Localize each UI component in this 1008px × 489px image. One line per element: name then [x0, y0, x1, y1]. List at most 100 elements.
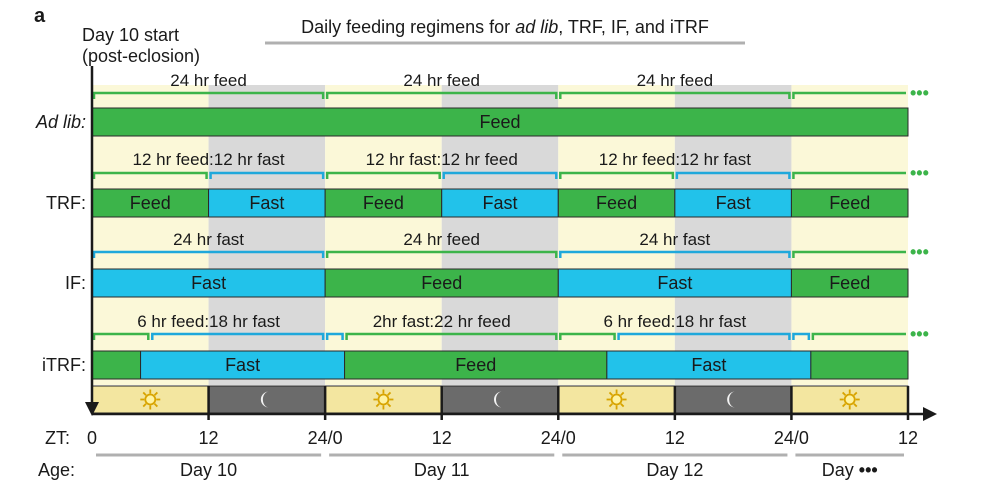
period-bracket-blue — [92, 250, 325, 258]
period-bracket-blue — [559, 250, 791, 258]
regimen-annotation: 24 hr fast — [173, 230, 244, 249]
age-day-label: Day 12 — [646, 460, 703, 480]
moon-icon — [260, 391, 269, 408]
regimen-annotation: 6 hr feed:18 hr fast — [137, 312, 280, 331]
feed-segment — [91, 350, 142, 380]
diagram-title: Daily feeding regimens for ad lib, TRF, … — [301, 17, 709, 37]
row-label: TRF: — [46, 193, 86, 213]
feed-segment-label: Feed — [596, 193, 637, 213]
period-bracket-green — [345, 332, 558, 340]
feed-segment — [790, 188, 909, 218]
zt-tick-label: 12 — [199, 428, 219, 448]
zt-axis: ZT: 0 12 24/0 12 24/0 12 24/0 12 — [45, 66, 937, 448]
title-suffix: , TRF, IF, and iTRF — [558, 17, 709, 37]
feed-segment-label: Feed — [455, 355, 496, 375]
zt-axis-label: ZT: — [45, 428, 70, 448]
period-bracket-blue — [617, 332, 791, 340]
fast-segment-label: Fast — [249, 193, 284, 213]
period-bracket-green — [92, 91, 325, 99]
regimen-annotation: 2hr fast:22 hr feed — [373, 312, 511, 331]
regimen-annotation: 24 hr feed — [170, 71, 247, 90]
title-italic: ad lib — [515, 17, 558, 37]
age-day-label: Day ••• — [822, 460, 878, 480]
feed-segment — [790, 268, 909, 298]
age-day-label: Day 10 — [180, 460, 237, 480]
regimen-annotation: 24 hr feed — [637, 71, 714, 90]
period-bracket-green — [92, 171, 208, 179]
feed-segment — [91, 107, 909, 137]
zt-tick-label: 24/0 — [774, 428, 809, 448]
feed-segment-label: Feed — [421, 273, 462, 293]
period-bracket-blue — [209, 171, 325, 179]
day-start-label-line2: (post-eclosion) — [82, 46, 200, 66]
sun-icon — [140, 389, 161, 410]
zt-tick-label: 12 — [898, 428, 918, 448]
row-label: iTRF: — [42, 355, 86, 375]
feed-segment — [344, 350, 608, 380]
row-label: IF: — [65, 273, 86, 293]
age-axis: Age: Day 10 Day 11 Day 12 Day ••• — [38, 453, 904, 480]
regimen-annotation: 24 hr feed — [403, 230, 480, 249]
feed-segment-label: Feed — [363, 193, 404, 213]
period-bracket-blue — [442, 171, 558, 179]
light-dark-bar — [91, 385, 909, 414]
feed-segment-label: Feed — [130, 193, 171, 213]
day-start-label-line1: Day 10 start — [82, 25, 179, 45]
moon-icon — [494, 391, 502, 408]
fast-segment-label: Fast — [482, 193, 517, 213]
dark-period — [674, 385, 792, 414]
regimen-annotation: 12 hr feed:12 hr fast — [599, 150, 751, 169]
regimen-annotation: 12 hr fast:12 hr feed — [366, 150, 518, 169]
feed-segment — [810, 350, 909, 380]
zt-tick-label: 0 — [87, 428, 97, 448]
zt-tick-label: 24/0 — [541, 428, 576, 448]
feed-segment — [557, 188, 676, 218]
regimen-annotation: 12 hr feed:12 hr fast — [132, 150, 284, 169]
regimen-row-if: IF: 24 hr fast 24 hr feed 24 hr fast ••• Fast… — [65, 230, 929, 298]
sun-icon — [373, 389, 394, 410]
period-bracket-blue — [675, 171, 791, 179]
fast-segment-label: Fast — [657, 273, 692, 293]
continuation-dots: ••• — [910, 324, 929, 344]
period-bracket-green — [559, 91, 791, 99]
feed-segment — [91, 188, 210, 218]
feed-segment-label: Feed — [479, 112, 520, 132]
fast-segment-label: Fast — [691, 355, 726, 375]
zt-tick-label: 24/0 — [308, 428, 343, 448]
sun-icon — [839, 389, 860, 410]
feed-segment-label: Feed — [829, 193, 870, 213]
regimen-rows: Ad lib: 24 hr feed 24 hr feed 24 hr feed •••… — [35, 71, 929, 380]
feed-segment-label: Feed — [829, 273, 870, 293]
regimen-row-ad-lib: Ad lib: 24 hr feed 24 hr feed 24 hr feed •••… — [35, 71, 929, 137]
period-bracket-blue — [792, 332, 811, 340]
zt-tick-label: 12 — [432, 428, 452, 448]
diagram-header: a Day 10 start (post-eclosion) Daily fee… — [34, 5, 745, 66]
sun-icon — [606, 389, 627, 410]
period-bracket-green — [559, 332, 616, 340]
fast-segment — [441, 188, 559, 218]
regimen-row-trf: TRF: 12 hr feed:12 hr fast 12 hr fast:12 h… — [46, 150, 929, 218]
regimen-annotation: 24 hr fast — [639, 230, 710, 249]
fast-segment — [557, 268, 792, 298]
period-bracket-green — [559, 171, 675, 179]
zt-tick-label: 12 — [665, 428, 685, 448]
dark-period — [208, 385, 326, 414]
period-bracket-green — [325, 250, 558, 258]
fast-segment — [606, 350, 812, 380]
regimen-row-itrf: iTRF: 6 hr feed:18 hr fast 2hr fast:22 hr … — [42, 312, 929, 380]
period-bracket-green — [92, 332, 150, 340]
axis-arrow-down-icon — [85, 402, 99, 416]
panel-label: a — [34, 5, 46, 27]
age-axis-label: Age: — [38, 460, 75, 480]
dark-period — [441, 385, 559, 414]
period-bracket-green — [325, 91, 558, 99]
fast-segment — [208, 188, 326, 218]
fast-segment-label: Fast — [225, 355, 260, 375]
period-bracket-blue — [325, 332, 344, 340]
period-bracket-green — [811, 332, 906, 340]
moon-icon — [727, 391, 736, 408]
regimen-annotation: 24 hr feed — [403, 71, 480, 90]
regimen-annotation: 6 hr feed:18 hr fast — [604, 312, 747, 331]
fast-segment-label: Fast — [191, 273, 226, 293]
